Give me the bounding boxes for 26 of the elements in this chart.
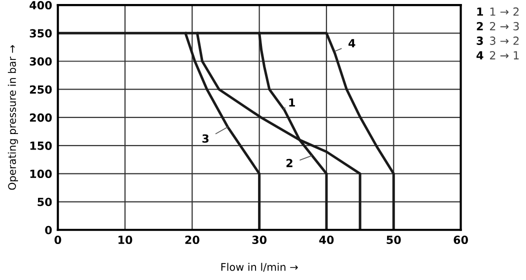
annotation: 4 — [348, 39, 356, 48]
annotation: 3 — [202, 134, 209, 143]
y-tick-label: 0 — [45, 226, 52, 234]
x-tick-label: 30 — [252, 236, 267, 244]
text: 3 3 → 2 — [476, 36, 519, 45]
y-tick-label: 50 — [38, 198, 52, 206]
y-tick-label: 400 — [30, 1, 52, 10]
annotation: 1 — [289, 98, 295, 107]
y-tick-label: 100 — [30, 170, 52, 178]
x-tick-label: 50 — [386, 236, 401, 244]
y-tick-label: 150 — [30, 142, 52, 150]
annotation: 2 — [286, 158, 292, 168]
text: 1 1 → 2 — [477, 7, 519, 16]
x-tick-label: 0 — [54, 236, 62, 244]
x-tick-label: 20 — [185, 236, 200, 244]
x-axis-title: Flow in l/min → — [221, 262, 298, 272]
y-tick-label: 300 — [30, 57, 52, 66]
y-tick-label: 250 — [30, 85, 52, 94]
text: 4 2 → 1 — [476, 51, 519, 60]
x-tick-label: 60 — [454, 236, 468, 244]
x-tick-label: 10 — [118, 236, 132, 244]
y-tick-label: 350 — [30, 29, 52, 38]
text: 2 2 → 3 — [476, 22, 519, 30]
x-tick-label: 40 — [319, 236, 334, 244]
y-axis-title: Operating pressure in bar → — [8, 45, 18, 190]
y-tick-label: 200 — [30, 113, 52, 122]
